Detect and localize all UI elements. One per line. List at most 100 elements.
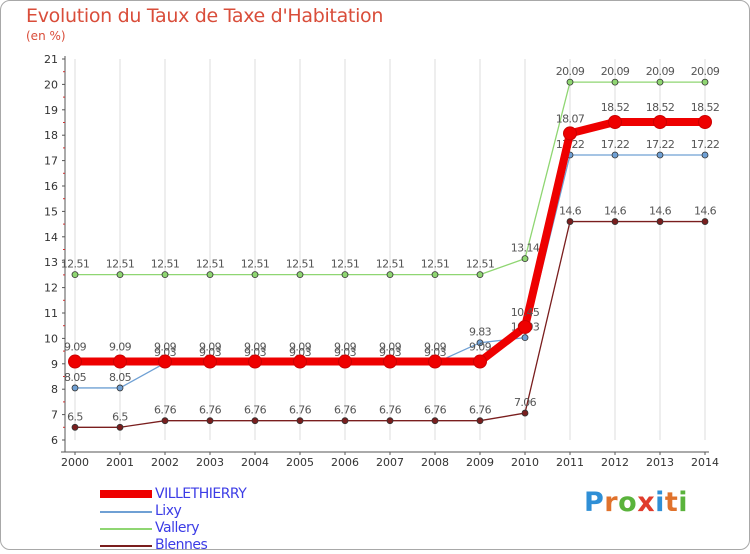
data-label-vallery: 12.51: [151, 258, 180, 271]
logo-letter: i: [678, 487, 689, 518]
x-tick-label: 2010: [511, 456, 539, 469]
data-label-vallery: 20.09: [691, 65, 720, 78]
y-tick-label: 16: [44, 180, 58, 193]
data-point-blennes: [566, 218, 574, 225]
data-point-vallery: [116, 271, 124, 279]
data-point-vallery: [476, 271, 484, 279]
legend-label-lixy: Lixy: [155, 503, 182, 519]
data-point-lixy: [476, 339, 484, 347]
y-tick-label: 20: [44, 78, 58, 91]
data-label-vallery: 12.51: [376, 258, 405, 271]
proxiti-logo: Proxiti: [584, 487, 688, 518]
data-point-blennes: [71, 423, 79, 431]
data-label-blennes: 14.6: [649, 205, 672, 218]
data-label-lixy: 9.03: [289, 346, 312, 359]
data-label-vallery: 12.51: [331, 258, 360, 271]
data-point-blennes: [476, 417, 484, 425]
data-point-lixy: [611, 151, 619, 159]
y-tick-label: 21: [44, 53, 58, 66]
data-point-villethierry: [203, 354, 217, 369]
data-point-villethierry: [473, 354, 487, 369]
x-tick-label: 2009: [466, 456, 494, 469]
data-point-blennes: [296, 417, 304, 425]
data-point-lixy: [521, 334, 529, 342]
data-point-villethierry: [68, 354, 82, 369]
logo-letter: o: [618, 487, 638, 518]
data-point-villethierry: [113, 354, 127, 369]
data-label-villethierry: 9.09: [469, 341, 492, 354]
data-label-blennes: 14.6: [559, 205, 582, 218]
data-label-blennes: 14.6: [694, 205, 717, 218]
data-label-blennes: 6.76: [244, 404, 267, 417]
data-label-villethierry: 9.09: [199, 341, 222, 354]
data-label-villethierry: 9.09: [289, 341, 312, 354]
data-point-villethierry: [653, 114, 667, 129]
data-label-lixy: 9.03: [379, 346, 402, 359]
data-point-villethierry: [248, 354, 262, 369]
data-point-vallery: [341, 271, 349, 279]
data-label-blennes: 6.5: [112, 410, 128, 423]
data-point-villethierry: [608, 114, 622, 129]
legend-item-villethierry: VILLETHIERRY: [100, 486, 400, 503]
data-label-villethierry: 18.07: [556, 112, 585, 125]
data-label-lixy: 8.05: [64, 371, 87, 384]
logo-letter: r: [604, 487, 619, 518]
data-label-blennes: 6.76: [154, 404, 177, 417]
data-label-villethierry: 9.09: [379, 341, 402, 354]
legend-label-villethierry: VILLETHIERRY: [155, 486, 247, 502]
data-label-blennes: 6.76: [379, 404, 402, 417]
x-tick-label: 2005: [286, 456, 314, 469]
data-label-vallery: 20.09: [601, 65, 630, 78]
x-tick-label: 2011: [556, 456, 584, 469]
data-point-vallery: [701, 78, 709, 86]
data-point-blennes: [206, 417, 214, 425]
data-point-vallery: [161, 271, 169, 279]
y-tick-label: 14: [44, 231, 58, 244]
data-point-lixy: [656, 151, 664, 159]
data-label-blennes: 6.76: [199, 404, 222, 417]
data-point-vallery: [566, 78, 574, 86]
data-label-vallery: 12.51: [106, 258, 135, 271]
x-tick-label: 2012: [601, 456, 629, 469]
y-tick-label: 7: [51, 409, 58, 422]
data-point-vallery: [71, 271, 79, 279]
data-point-villethierry: [563, 126, 577, 141]
y-tick-label: 6: [51, 434, 58, 447]
legend-swatch-villethierry: [100, 490, 152, 498]
data-label-vallery: 12.51: [241, 258, 270, 271]
x-tick-label: 2000: [61, 456, 89, 469]
data-point-lixy: [71, 384, 79, 392]
legend-swatch-blennes: [100, 545, 152, 547]
data-label-vallery: 12.51: [196, 258, 225, 271]
y-tick-label: 12: [44, 282, 58, 295]
x-tick-label: 2001: [106, 456, 134, 469]
data-point-villethierry: [428, 354, 442, 369]
data-point-lixy: [701, 151, 709, 159]
legend-item-lixy: Lixy: [100, 503, 400, 520]
data-point-blennes: [341, 417, 349, 425]
logo-letter: P: [584, 487, 605, 518]
data-label-vallery: 13.14: [511, 242, 540, 255]
data-label-lixy: 17.22: [601, 138, 630, 151]
legend-item-blennes: Blennes: [100, 537, 400, 554]
data-label-villethierry: 9.09: [424, 341, 447, 354]
data-point-lixy: [116, 384, 124, 392]
logo-letter: x: [637, 487, 656, 518]
data-point-blennes: [116, 423, 124, 431]
data-label-villethierry: 10.45: [511, 306, 540, 319]
legend-swatch-lixy: [100, 511, 152, 513]
legend-swatch-vallery: [100, 528, 152, 530]
data-label-lixy: 9.03: [154, 346, 177, 359]
data-point-vallery: [521, 255, 529, 263]
data-label-lixy: 9.83: [469, 326, 492, 339]
data-label-lixy: 9.03: [244, 346, 267, 359]
x-tick-label: 2003: [196, 456, 224, 469]
x-tick-label: 2008: [421, 456, 449, 469]
data-label-vallery: 12.51: [421, 258, 450, 271]
data-label-blennes: 7.06: [514, 396, 537, 409]
data-label-villethierry: 18.52: [646, 101, 675, 114]
data-label-villethierry: 9.09: [64, 341, 87, 354]
legend-label-blennes: Blennes: [155, 537, 208, 553]
data-label-vallery: 20.09: [556, 65, 585, 78]
